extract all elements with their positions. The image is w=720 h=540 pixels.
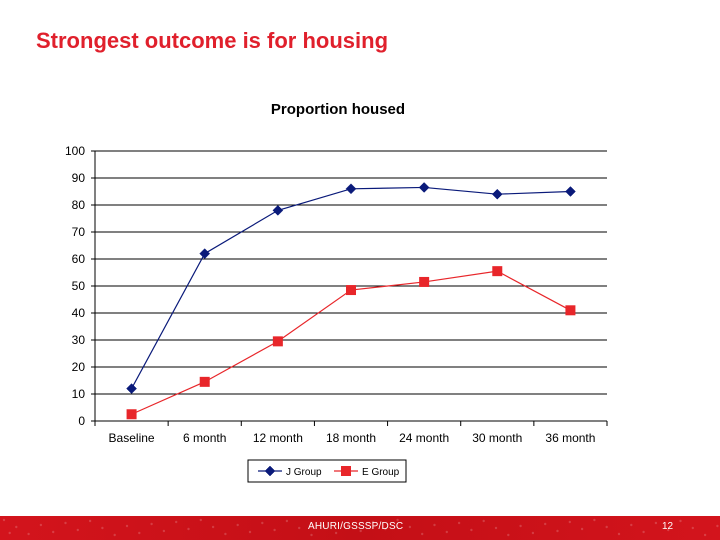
data-point-j-group <box>126 383 137 394</box>
y-tick-label: 40 <box>72 306 86 320</box>
data-point-e-group <box>199 376 210 387</box>
footer-text: AHURI/GSSSP/DSC <box>308 521 404 532</box>
data-point-j-group <box>418 182 430 193</box>
x-tick-labels: Baseline 6 month 12 month 18 month 24 month 3… <box>109 431 596 445</box>
x-tick-label: 36 month <box>545 431 595 445</box>
data-point-e-group <box>346 285 356 296</box>
y-tick-label: 10 <box>72 387 86 401</box>
y-tick-label: 30 <box>72 333 86 347</box>
data-point-j-group <box>272 205 284 216</box>
footer-pattern <box>2 518 719 537</box>
legend-box <box>247 459 407 483</box>
chart-title: Proportion housed <box>271 101 405 118</box>
chart-axes <box>91 150 608 426</box>
data-point-j-group <box>345 183 357 195</box>
data-point-e-group <box>492 266 503 277</box>
slide-title: Strongest outcome is for housing <box>36 28 389 53</box>
data-point-e-group <box>126 409 137 420</box>
data-point-j-group <box>491 188 503 200</box>
data-point-e-group <box>272 336 283 347</box>
legend-marker-e-group <box>341 466 351 476</box>
legend-marker-j-group <box>264 465 276 477</box>
x-tick-label: 24 month <box>399 431 449 445</box>
data-point-j-group <box>565 186 576 197</box>
chart-legend: J Group E Group <box>247 459 407 483</box>
x-tick-label: 6 month <box>183 431 226 445</box>
page-number: 12 <box>662 521 674 532</box>
y-tick-label: 80 <box>72 198 86 212</box>
y-tick-label: 50 <box>72 279 86 293</box>
x-tick-label: 18 month <box>326 431 376 445</box>
data-point-e-group <box>565 305 576 316</box>
y-tick-labels: 0 10 20 30 40 50 60 70 80 90 100 <box>65 144 85 428</box>
x-tick-label: 30 month <box>472 431 522 445</box>
legend-label-e-group: E Group <box>362 467 400 478</box>
footer-bar: AHURI/GSSSP/DSC 12 <box>0 516 720 540</box>
data-point-j-group <box>199 248 211 259</box>
x-tick-label: Baseline <box>109 431 155 445</box>
series-markers <box>126 182 576 420</box>
series-lines <box>131 186 571 415</box>
y-tick-label: 100 <box>65 144 85 158</box>
y-tick-label: 90 <box>72 171 86 185</box>
y-tick-label: 0 <box>78 414 85 428</box>
x-tick-label: 12 month <box>253 431 303 445</box>
chart-gridlines <box>95 150 607 395</box>
y-tick-label: 70 <box>72 225 86 239</box>
y-tick-label: 20 <box>72 360 86 374</box>
y-tick-label: 60 <box>72 252 86 266</box>
data-point-e-group <box>419 276 430 287</box>
legend-label-j-group: J Group <box>286 467 322 478</box>
